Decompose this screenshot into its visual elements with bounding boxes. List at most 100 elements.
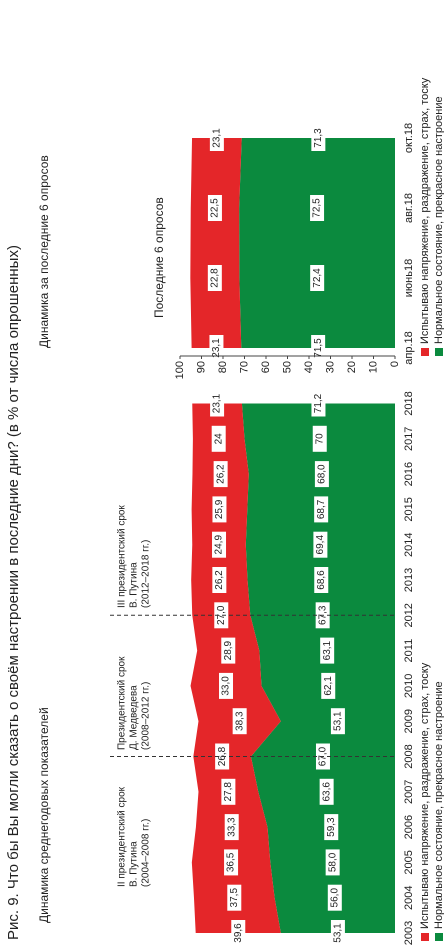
x-tick-label: 2008 — [403, 744, 415, 768]
value-label: 37,5 — [229, 888, 240, 908]
value-label-box — [212, 567, 227, 593]
value-label: 24,9 — [214, 535, 225, 555]
x-tick-label: 2003 — [403, 921, 415, 945]
value-label-box — [320, 637, 335, 664]
period-annotation: В. Путина — [129, 562, 140, 608]
value-label: 24 — [213, 433, 224, 445]
value-label: 36,5 — [226, 852, 237, 872]
x-tick-label: 2013 — [403, 568, 415, 592]
page-title: Рис. 9. Что бы Вы могли сказать о своём … — [5, 245, 22, 940]
value-label-box — [330, 920, 345, 946]
value-label: 22,5 — [210, 198, 221, 218]
value-label: 38,3 — [234, 711, 245, 731]
value-label: 70 — [314, 433, 325, 445]
y-tick-label: 100 — [174, 361, 186, 379]
value-label: 25,9 — [214, 499, 225, 519]
value-label: 69,4 — [315, 535, 326, 555]
value-label: 58,0 — [327, 852, 338, 872]
x-tick-label: 2012 — [403, 603, 415, 627]
value-label-box — [210, 390, 225, 417]
x-tick-label: 2015 — [403, 497, 415, 521]
period-annotation: (2012–2018 гг.) — [141, 540, 152, 608]
value-label: 27,0 — [216, 605, 227, 625]
value-label: 68,0 — [317, 464, 328, 484]
y-tick-label: 60 — [260, 361, 272, 373]
value-label: 72,4 — [312, 268, 323, 288]
area — [239, 138, 395, 348]
value-label-box — [324, 814, 339, 841]
value-label-box — [311, 335, 326, 361]
period-annotation: В. Путина — [129, 841, 140, 887]
legend-label: Испытываю напряжение, раздражение, страх… — [419, 662, 431, 929]
value-label-box — [221, 778, 236, 805]
value-label: 23,1 — [212, 393, 223, 413]
chart-subtitle: Динамика за последние 6 опросов — [37, 155, 51, 348]
value-label-box — [212, 496, 227, 523]
value-label: 28,9 — [223, 640, 234, 660]
value-label-box — [214, 602, 229, 629]
value-label: 63,6 — [321, 782, 332, 802]
value-label: 68,7 — [316, 499, 327, 519]
value-label: 71,3 — [313, 128, 324, 148]
value-label-box — [321, 672, 336, 699]
legend-swatch — [435, 348, 443, 356]
x-tick-label: 2007 — [403, 780, 415, 804]
y-tick-label: 0 — [389, 361, 401, 367]
value-label-box — [325, 849, 340, 876]
value-label: 39,6 — [233, 923, 244, 943]
period-annotation: Президентский срок — [117, 656, 128, 750]
x-tick-label: апр.18 — [403, 331, 415, 364]
legend-label: Нормальное состояние, прекрасное настрое… — [433, 96, 444, 344]
legend-swatch — [421, 348, 429, 356]
value-label-box — [221, 637, 236, 664]
y-tick-label: 80 — [217, 361, 229, 373]
value-label: 22,8 — [209, 268, 220, 288]
value-label: 27,8 — [223, 782, 234, 802]
period-annotation: III президентский срок — [117, 505, 128, 608]
y-tick-label: 10 — [367, 361, 379, 373]
period-annotation: (2008–2012 гг.) — [141, 682, 152, 750]
x-tick-label: окт.18 — [403, 123, 415, 153]
value-label: 62,1 — [323, 676, 334, 696]
x-tick-label: 2014 — [403, 532, 415, 556]
x-tick-label: 2010 — [403, 674, 415, 698]
x-tick-label: июнь18 — [403, 259, 415, 297]
value-label-box — [310, 265, 325, 291]
value-label-box — [227, 884, 242, 911]
value-label-box — [224, 814, 239, 841]
rotated-frame: Рис. 9. Что бы Вы могли сказать о своём … — [5, 77, 444, 946]
y-tick-label: 20 — [346, 361, 358, 373]
value-label: 72,5 — [312, 198, 323, 218]
y-tick-label: 90 — [195, 361, 207, 373]
x-tick-label: 2005 — [403, 850, 415, 874]
value-label-box — [207, 265, 222, 291]
value-label: 56,0 — [329, 888, 340, 908]
legend-label: Нормальное состояние, прекрасное настрое… — [433, 681, 444, 929]
value-label: 68,6 — [316, 570, 327, 590]
value-label-box — [219, 672, 234, 699]
y-tick-label: 30 — [324, 361, 336, 373]
period-annotation: II президентский срок — [117, 786, 128, 887]
value-label-box — [313, 531, 328, 558]
x-tick-label: 2017 — [403, 427, 415, 451]
value-label-box — [327, 884, 342, 911]
value-label-box — [232, 708, 247, 735]
value-label-box — [209, 335, 224, 361]
value-label: 59,3 — [326, 817, 337, 837]
value-label: 23,1 — [211, 338, 222, 358]
value-label-box — [312, 425, 327, 452]
value-label: 53,1 — [333, 711, 344, 731]
value-label-box — [319, 778, 334, 805]
x-tick-label: 2006 — [403, 815, 415, 839]
value-label-box — [314, 567, 329, 593]
value-label: 71,2 — [313, 393, 324, 413]
value-label-box — [212, 531, 227, 558]
period-annotation: Д. Медведева — [129, 685, 140, 750]
chart-subtitle: Динамика среднегодовых показателей — [37, 707, 51, 923]
value-label: 53,1 — [333, 923, 344, 943]
value-label-box — [224, 849, 239, 876]
value-label-box — [314, 496, 329, 523]
x-tick-label: 2011 — [403, 639, 415, 663]
